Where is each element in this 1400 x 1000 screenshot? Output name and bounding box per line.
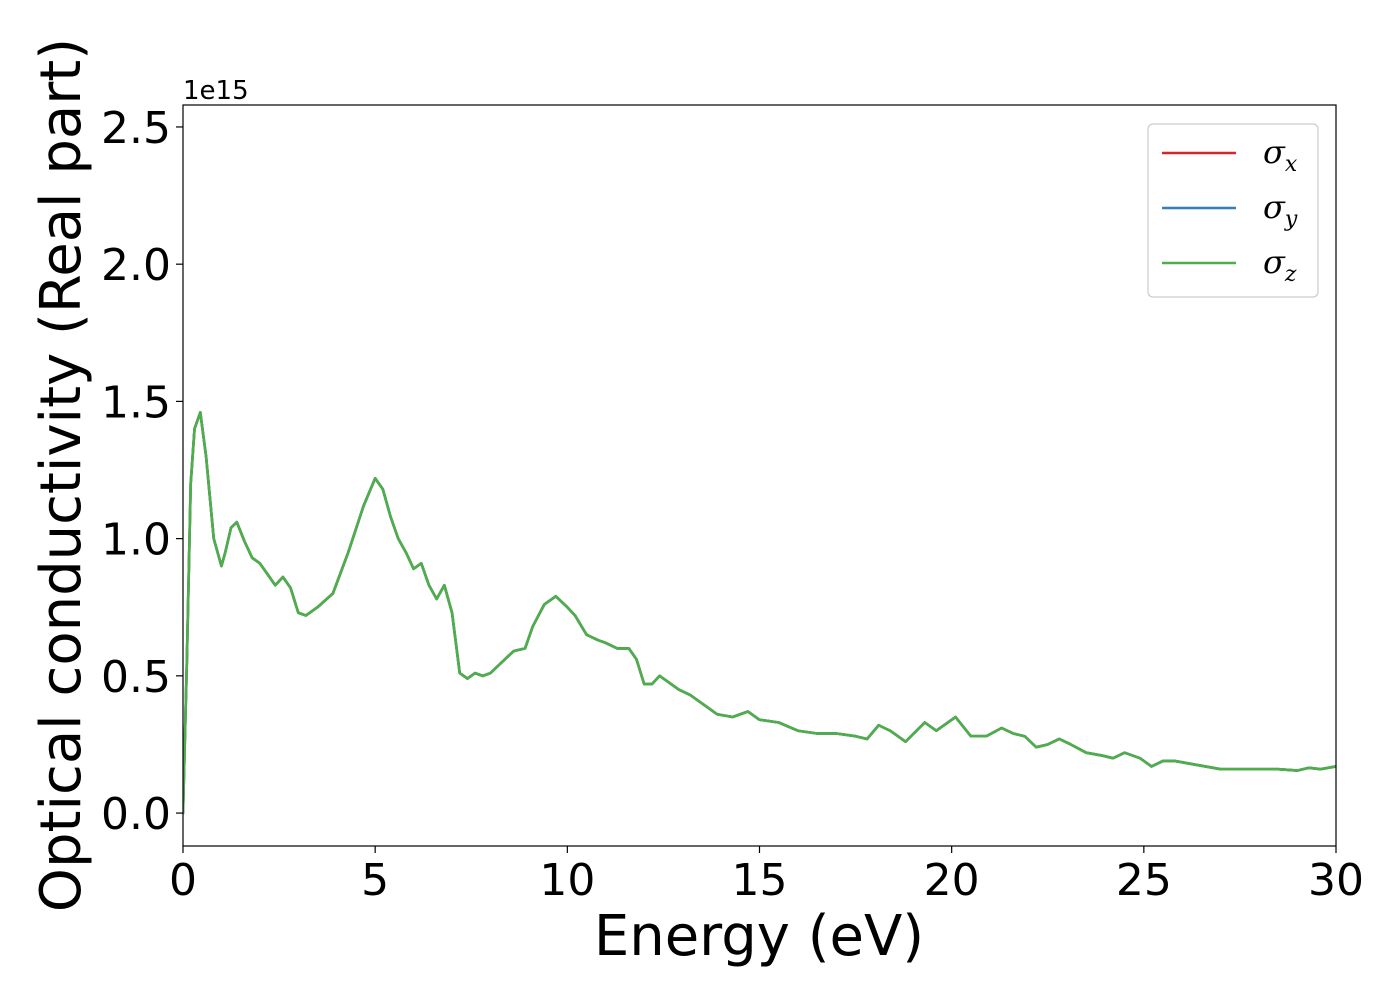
- x-tick-label: 0: [169, 855, 197, 906]
- y-tick-label: 0.5: [101, 652, 171, 703]
- series-line-z: [183, 411, 1336, 815]
- x-tick-label: 25: [1116, 855, 1172, 906]
- y-axis: 0.0 0.5 1.0 1.5 2.0 2.5: [101, 103, 183, 840]
- series-layer: [183, 411, 1336, 815]
- legend-subscript: x: [1285, 152, 1298, 177]
- x-axis: 0 5 10 15 20 25 30: [169, 846, 1364, 906]
- legend-symbol: σ: [1263, 188, 1286, 226]
- x-axis-title: Energy (eV): [594, 904, 924, 969]
- x-tick-label: 30: [1308, 855, 1364, 906]
- legend-subscript: z: [1284, 262, 1297, 287]
- x-tick-label: 15: [732, 855, 788, 906]
- x-tick-label: 5: [361, 855, 389, 906]
- legend-symbol: σ: [1263, 243, 1286, 281]
- y-axis-title: Optical conductivity (Real part): [29, 38, 94, 912]
- y-tick-label: 2.0: [101, 240, 171, 291]
- x-tick-label: 10: [539, 855, 595, 906]
- x-tick-label: 20: [924, 855, 980, 906]
- y-offset-label: 1e15: [183, 76, 249, 106]
- legend-box: [1147, 123, 1319, 298]
- y-tick-label: 1.5: [101, 377, 171, 428]
- y-tick-label: 2.5: [101, 103, 171, 154]
- legend-label-y: σy: [1263, 188, 1298, 232]
- legend-symbol: σ: [1263, 133, 1286, 171]
- legend-label-x: σx: [1263, 133, 1298, 177]
- legend-subscript: y: [1284, 207, 1298, 232]
- y-tick-label: 0.0: [101, 789, 171, 840]
- y-tick-label: 1.0: [101, 515, 171, 566]
- legend-label-z: σz: [1263, 243, 1297, 287]
